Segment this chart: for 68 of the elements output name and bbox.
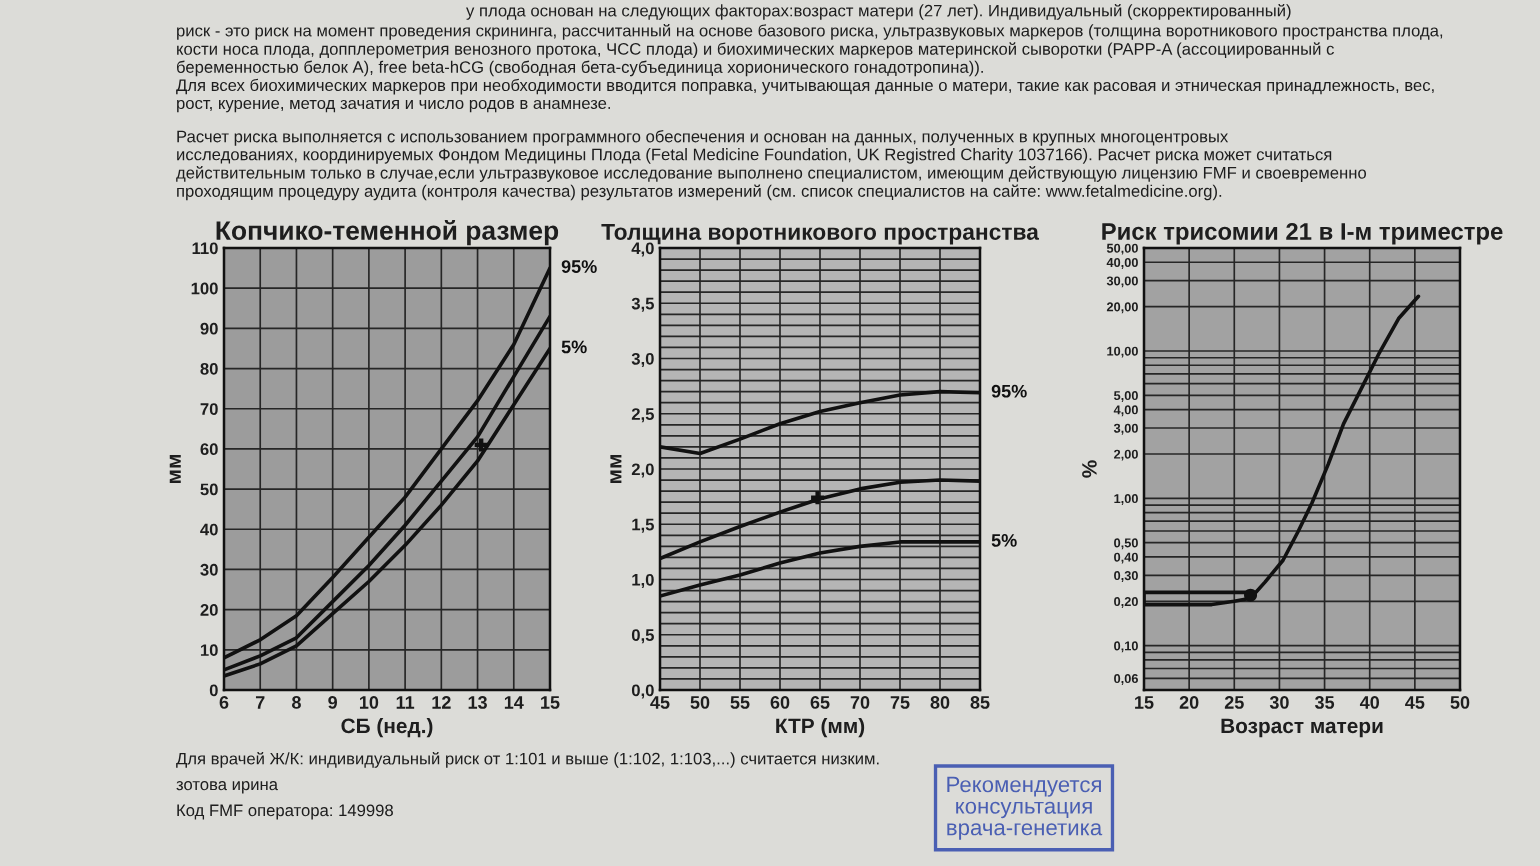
x-tick-label: 45 [1405,696,1425,709]
y-tick-label: 100 [191,282,218,295]
x-tick-label: 9 [328,696,338,709]
y-tick-label: 0,5 [631,629,654,644]
y-tick-label: 1,5 [632,518,654,533]
y-tick-label: 110 [192,242,218,255]
series-label: 95% [991,384,1027,398]
text: риск - это риск на момент проведения скрининга, рассчитанный на основе базового риска, ультразвуковых маркеров (толщина воротникового пространства плода, кости носа плода, допплерометрия венозного протока, ЧСС плода) и биохимических маркеров материнской сыворотки (PAPP-A (ассоциированный с беременностью белок А), free beta-hCG (свободная бета-субъединица хорионического гонадотропина)). Для всех биохимических маркеров при необходимости вводится поправка, учитывающая данные о матери, такие как расовая и этническая принадлежность, вес, рост, курение, метод зачатия и число родов в анамнезе. [176,24,1443,113]
x-tick-label: 30 [1269,696,1289,709]
y-tick-label: 40 [200,523,218,536]
y-tick-label: 0,0 [631,684,654,699]
x-tick-label: 6 [219,696,229,709]
x-tick-label: 13 [468,696,487,709]
x-tick-label: 50 [690,696,710,709]
y-tick-label: 1,0 [632,573,654,589]
y-tick-label: 10 [200,644,218,657]
text: Код FMF оператора: 149998 [177,804,393,820]
y-tick-label: 60 [200,443,218,456]
series-label: 5% [991,534,1017,547]
x-tick-label: 65 [810,696,830,709]
x-axis-title: Возраст матери [1221,718,1383,738]
y-axis-title: мм [610,455,622,483]
y-tick-label: 2,5 [631,408,654,423]
x-tick-label: 70 [850,696,870,709]
x-tick-label: 12 [432,696,451,709]
y-tick-label: 50 [200,483,218,496]
y-tick-label: 2,0 [631,463,654,478]
x-axis-title: СБ (нед.) [341,717,433,738]
text: Рекомендуется консультация врача-генетика [947,776,1103,840]
chart-title: Риск трисомии 21 в I-м триместре [1102,222,1503,245]
x-tick-label: 25 [1224,696,1244,709]
x-axis-title: КТР (мм) [776,717,865,738]
y-axis-title: мм [169,455,181,483]
x-tick-label: 15 [1135,696,1154,709]
x-tick-label: 20 [1179,696,1199,709]
x-tick-label: 11 [396,696,415,709]
x-tick-label: 10 [359,696,379,709]
y-tick-label: 70 [200,403,218,415]
chart-title: Копчико-теменной размер [216,220,559,246]
x-tick-label: 50 [1450,696,1470,709]
x-tick-label: 8 [292,696,301,709]
y-tick-label: 3,0 [631,352,654,368]
text: у плода основан на следующих факторах:возраст матери (27 лет). Индивидуальный (скорректированный) [466,4,1291,20]
x-tick-label: 80 [930,696,950,709]
x-tick-label: 7 [255,696,265,709]
x-tick-label: 55 [730,696,750,709]
x-tick-label: 15 [541,696,560,709]
series-label: 95% [561,260,597,273]
text: зотова ирина [176,781,278,794]
y-tick-label: 90 [200,322,218,335]
x-tick-label: 35 [1314,696,1335,709]
y-tick-label: 80 [200,362,218,375]
y-tick-label: 3,5 [631,297,654,312]
x-tick-label: 85 [970,696,990,709]
x-tick-label: 14 [504,696,524,709]
y-tick-label: 20 [200,604,218,616]
text: Расчет риска выполняется с использованием программного обеспечения и основан на данных, полученных в крупных многоцентровых исследованиях, координируемых Фондом Медицины Плода (Fetal Medicine Foundation, UK Registred Charity 1037166). Расчет риска может считаться действительным только в случае,если ультразвуковое исследование выполнено специалистом, имеющим действующую лицензию FMF и своевременно проходящим процедуру аудита (контроля качества) результатов измерений (см. список специалистов на сайте: www.fetalmedicine.org). [176,130,1367,201]
text: Для врачей Ж/К: индивидуальный риск от 1:101 и выше (1:102, 1:103,...) считается низким. [176,752,879,768]
y-tick-label: 30 [200,563,218,576]
y-axis-title: % [1082,460,1097,478]
chart-title: Толщина воротникового пространства [601,224,1039,245]
y-tick-label: 0 [209,684,218,697]
x-tick-label: 40 [1359,696,1380,709]
x-tick-label: 60 [770,696,790,709]
x-tick-label: 75 [890,696,910,709]
x-tick-label: 45 [650,696,670,709]
series-label: 5% [561,340,587,354]
y-tick-label: 4,0 [631,242,654,257]
